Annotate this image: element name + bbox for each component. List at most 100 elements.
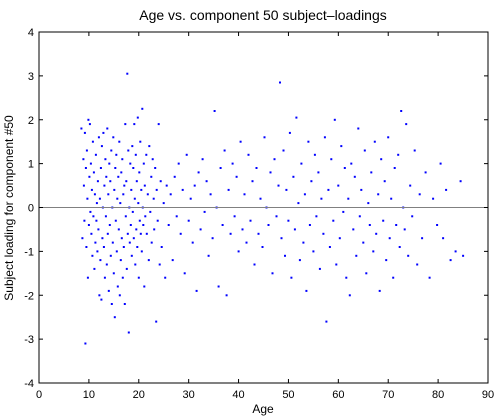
scatter-point — [462, 254, 465, 257]
scatter-point — [345, 276, 348, 279]
x-tick-label: 0 — [36, 389, 42, 401]
scatter-point — [247, 153, 250, 156]
scatter-point — [327, 188, 330, 191]
scatter-point — [380, 158, 383, 161]
scatter-point — [131, 145, 134, 148]
scatter-point — [449, 259, 452, 262]
y-tick-label: 3 — [28, 71, 34, 83]
scatter-point — [195, 289, 198, 292]
scatter-point — [271, 272, 274, 275]
scatter-point — [183, 272, 186, 275]
scatter-point — [318, 267, 321, 270]
scatter-point — [310, 180, 313, 183]
scatter-point — [407, 254, 410, 257]
scatter-point — [120, 171, 123, 174]
scatter-point — [119, 202, 122, 205]
scatter-point — [253, 263, 256, 266]
scatter-point — [223, 149, 226, 152]
scatter-point — [237, 250, 240, 253]
scatter-point — [123, 184, 126, 187]
scatter-point — [135, 228, 138, 231]
scatter-point — [263, 136, 266, 139]
scatter-point — [375, 232, 378, 235]
scatter-point — [143, 285, 146, 288]
scatter-point — [114, 167, 117, 169]
scatter-point — [134, 263, 137, 266]
scatter-point — [221, 224, 224, 226]
scatter-point — [377, 193, 380, 196]
scatter-point — [92, 171, 95, 174]
y-tick-label: 2 — [28, 115, 34, 127]
scatter-point — [388, 237, 391, 240]
scatter-point — [322, 232, 325, 235]
scatter-point — [348, 294, 351, 297]
scatter-point — [330, 158, 333, 161]
scatter-point — [94, 241, 97, 244]
scatter-point — [126, 72, 129, 75]
scatter-point — [117, 228, 120, 231]
scatter-point — [122, 193, 125, 196]
scatter-point — [403, 228, 406, 231]
scatter-point — [113, 316, 116, 319]
scatter-point — [173, 175, 176, 178]
scatter-point — [145, 153, 148, 156]
scatter-point — [227, 188, 230, 191]
scatter-point — [126, 232, 129, 235]
chart-title: Age vs. component 50 subject–loadings — [139, 7, 387, 23]
scatter-points — [80, 72, 465, 345]
scatter-point — [315, 215, 318, 218]
scatter-point — [81, 237, 84, 240]
scatter-point — [164, 276, 167, 279]
scatter-point — [191, 241, 194, 244]
scatter-point — [239, 140, 242, 143]
scatter-point — [305, 289, 308, 292]
scatter-point — [411, 215, 414, 218]
scatter-point — [86, 276, 89, 279]
scatter-point — [93, 193, 96, 196]
scatter-point — [112, 272, 115, 275]
x-tick-label: 20 — [133, 389, 145, 401]
scatter-point — [108, 224, 111, 226]
scatter-point — [340, 145, 343, 148]
scatter-point — [343, 167, 346, 169]
scatter-point — [353, 175, 356, 178]
scatter-point — [157, 123, 160, 126]
scatter-point — [171, 259, 174, 262]
scatter-point — [91, 140, 94, 143]
scatter-point — [87, 224, 90, 226]
scatter-point — [187, 219, 190, 222]
scatter-point — [333, 118, 336, 121]
scatter-point — [138, 219, 141, 222]
scatter-point — [251, 180, 254, 183]
scatter-point — [395, 224, 398, 226]
scatter-point — [100, 298, 103, 301]
scatter-point — [398, 246, 401, 248]
scatter-point — [372, 250, 375, 253]
scatter-point — [115, 153, 118, 156]
scatter-point — [160, 246, 163, 248]
scatter-point — [124, 215, 127, 218]
scatter-point — [418, 193, 421, 196]
scatter-point — [442, 237, 445, 240]
scatter-point — [285, 188, 288, 191]
scatter-point — [347, 197, 350, 200]
y-axis-ticks: -4 -3 -2 -1 0 1 2 3 4 — [24, 27, 488, 390]
scatter-point — [385, 259, 388, 262]
scatter-point — [275, 215, 278, 218]
scatter-point — [134, 153, 137, 156]
scatter-point — [139, 232, 142, 235]
scatter-point — [421, 237, 424, 240]
scatter-point — [211, 237, 214, 240]
scatter-point — [273, 158, 276, 161]
x-tick-label: 30 — [183, 389, 195, 401]
x-tick-label: 80 — [432, 389, 444, 401]
scatter-point — [436, 224, 439, 226]
scatter-point — [267, 224, 270, 226]
scatter-point — [114, 219, 117, 222]
scatter-point — [219, 167, 222, 169]
scatter-point — [257, 232, 260, 235]
y-tick-label: 0 — [28, 203, 34, 215]
scatter-point — [297, 202, 300, 205]
scatter-point — [147, 259, 150, 262]
scatter-point — [88, 175, 91, 178]
